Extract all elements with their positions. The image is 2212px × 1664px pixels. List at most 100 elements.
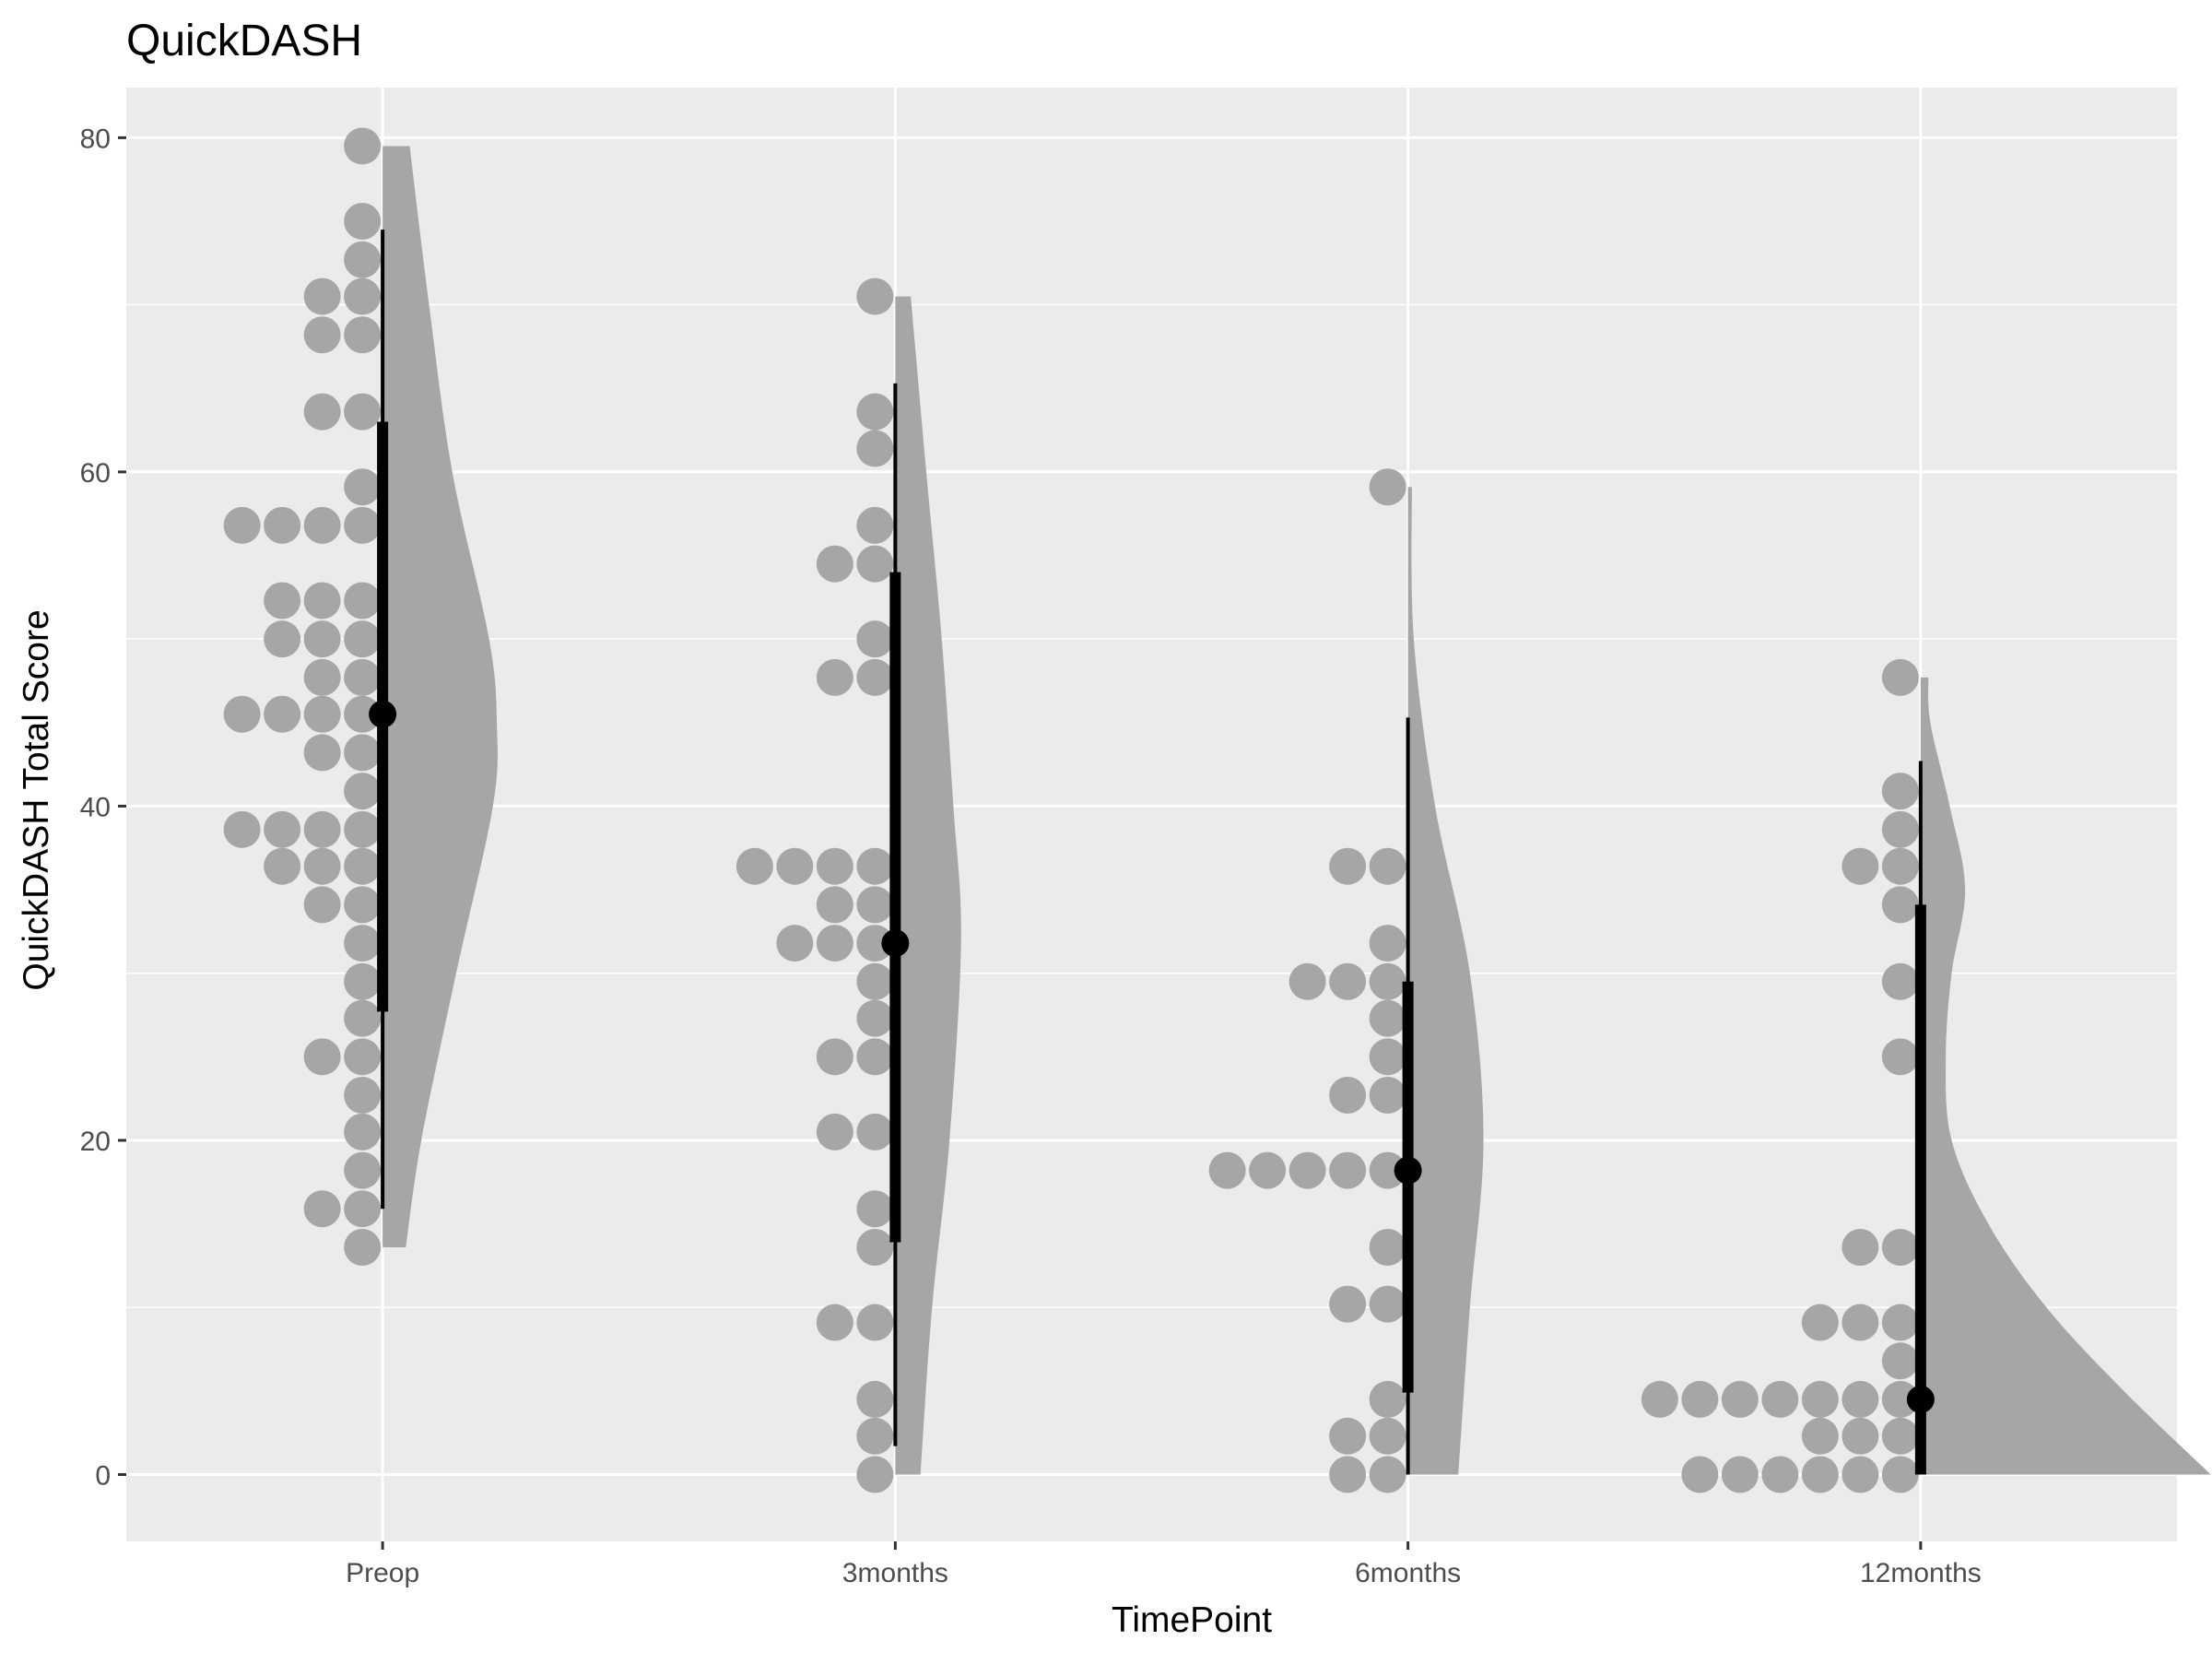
data-point: [1329, 1417, 1367, 1455]
data-point: [344, 925, 382, 962]
data-point: [1801, 1456, 1839, 1493]
data-point: [1881, 1304, 1919, 1341]
data-point: [303, 847, 341, 885]
data-point: [856, 545, 894, 583]
data-point: [1721, 1456, 1759, 1493]
y-axis-title: QuickDASH Total Score: [17, 609, 56, 990]
data-point: [856, 620, 894, 658]
data-point: [344, 506, 382, 544]
data-point: [303, 810, 341, 848]
data-point: [1369, 1380, 1406, 1418]
x-axis-title: TimePoint: [1112, 1600, 1272, 1640]
data-point: [1841, 1417, 1879, 1455]
data-point: [264, 695, 301, 733]
data-point: [1369, 925, 1406, 962]
data-point: [856, 1380, 894, 1418]
density-12months: [1920, 677, 2211, 1475]
x-tick-label: 3months: [842, 1558, 948, 1588]
data-point: [303, 695, 341, 733]
data-point: [344, 241, 382, 278]
data-point: [816, 658, 853, 696]
median-point-3months: [881, 929, 910, 958]
x-tick-label: Preop: [346, 1558, 419, 1588]
data-point: [1841, 1456, 1879, 1493]
data-point: [856, 847, 894, 885]
data-point: [856, 506, 894, 544]
plot-panel: 0 20 40 60 80 Preop 3months 6months 12months: [80, 88, 2211, 1588]
data-point: [344, 203, 382, 241]
data-point: [816, 886, 853, 924]
data-point: [735, 847, 773, 885]
data-point: [856, 925, 894, 962]
data-point: [1329, 1456, 1367, 1493]
data-point: [1881, 1038, 1919, 1076]
data-point: [344, 1077, 382, 1115]
data-point: [1369, 1285, 1406, 1323]
data-point: [1881, 773, 1919, 810]
data-point: [1841, 1304, 1879, 1341]
data-point: [344, 773, 382, 810]
data-point: [856, 962, 894, 1000]
data-point: [344, 810, 382, 848]
data-point: [1881, 1228, 1919, 1266]
data-point: [344, 695, 382, 733]
data-point: [1329, 847, 1367, 885]
data-point: [344, 962, 382, 1000]
data-point: [344, 620, 382, 658]
data-point: [1369, 1077, 1406, 1115]
density-preop: [382, 146, 498, 1247]
data-point: [223, 695, 261, 733]
data-point: [816, 1113, 853, 1151]
data-point: [303, 734, 341, 772]
data-point: [344, 1113, 382, 1151]
data-point: [264, 506, 301, 544]
data-point: [1761, 1380, 1799, 1418]
data-point: [856, 277, 894, 315]
data-point: [856, 1038, 894, 1076]
data-point: [1329, 1151, 1367, 1189]
data-point: [1369, 1038, 1406, 1076]
data-point: [1841, 1380, 1879, 1418]
data-point: [856, 658, 894, 696]
data-point: [1369, 468, 1406, 506]
data-point: [1641, 1380, 1678, 1418]
data-point: [816, 1304, 853, 1341]
data-point: [1881, 1456, 1919, 1493]
data-point: [344, 1190, 382, 1228]
data-point: [1369, 962, 1406, 1000]
data-point: [344, 999, 382, 1037]
data-point: [856, 430, 894, 467]
data-point: [344, 847, 382, 885]
data-point: [1369, 1151, 1406, 1189]
data-point: [303, 316, 341, 354]
data-point: [1329, 1077, 1367, 1115]
data-point: [223, 810, 261, 848]
data-point: [264, 582, 301, 620]
y-tick-label: 80: [80, 124, 111, 154]
data-point: [856, 1113, 894, 1151]
density-3months: [895, 296, 961, 1475]
data-point: [1681, 1456, 1719, 1493]
data-point: [816, 847, 853, 885]
data-point: [344, 1038, 382, 1076]
data-point: [856, 1228, 894, 1266]
data-point: [303, 393, 341, 431]
data-point: [344, 658, 382, 696]
x-tick-label: 12months: [1860, 1558, 1982, 1588]
data-point: [303, 886, 341, 924]
data-point: [303, 277, 341, 315]
data-point: [303, 620, 341, 658]
data-point: [1801, 1417, 1839, 1455]
data-point: [816, 1038, 853, 1076]
data-point: [856, 1304, 894, 1341]
data-point: [1369, 999, 1406, 1037]
data-point: [344, 1151, 382, 1189]
data-point: [856, 1190, 894, 1228]
density-6months: [1407, 487, 1484, 1475]
data-point: [856, 886, 894, 924]
data-point: [303, 506, 341, 544]
y-tick-label: 40: [80, 792, 111, 822]
data-point: [1369, 1456, 1406, 1493]
